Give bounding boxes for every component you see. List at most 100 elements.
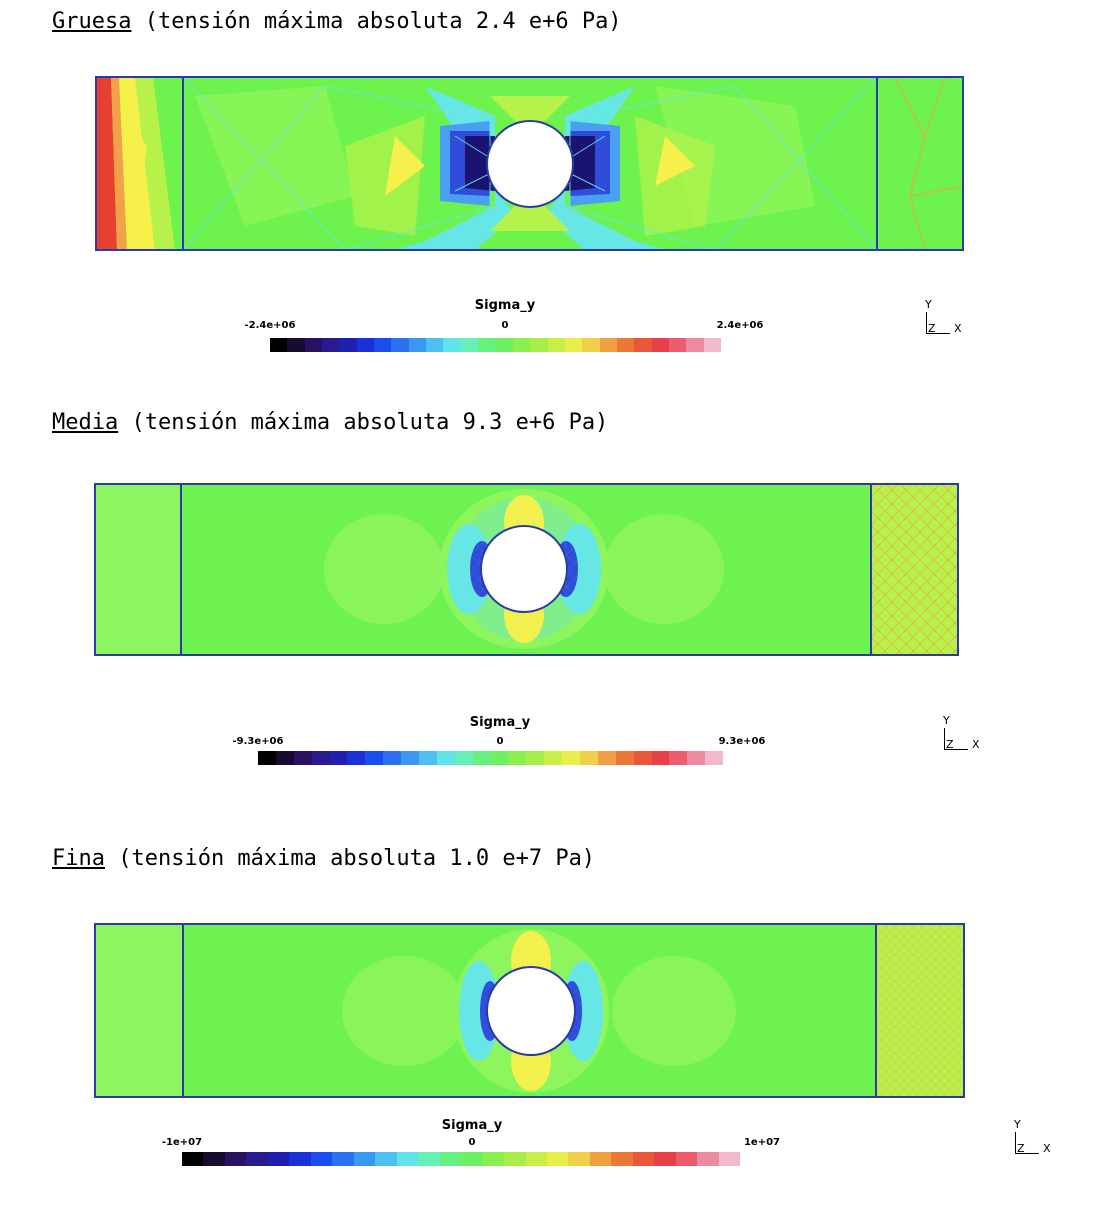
colorbar-swatch: [615, 751, 634, 765]
colorbar-swatch: [461, 1152, 483, 1166]
colorbar-swatch: [508, 751, 527, 765]
colorbar-swatch: [391, 338, 409, 352]
colorbar-swatch: [651, 751, 670, 765]
colorbar-swatch: [686, 338, 704, 352]
stress-plot-gruesa: [95, 76, 964, 251]
colorbar-swatch: [616, 338, 635, 352]
colorbar-swatch: [275, 751, 294, 765]
section-heading-fina: Fina (tensión máxima absoluta 1.0 e+7 Pa…: [52, 846, 595, 872]
colorbar-swatch: [356, 338, 375, 352]
colorbar-swatch: [512, 338, 531, 352]
colorbar-swatch: [419, 751, 437, 765]
left-edge-red: [96, 77, 117, 250]
colorbar-swatch: [634, 338, 652, 352]
colorbar-swatch: [568, 1152, 590, 1166]
axis-triad: Y Z X: [943, 714, 980, 751]
colorbar-swatch: [332, 1152, 354, 1166]
colorbar: [270, 338, 721, 352]
colorbar-swatch: [544, 751, 563, 765]
colorbar-title: Sigma_y: [474, 298, 536, 313]
colorbar-swatch: [383, 751, 402, 765]
colorbar-swatch: [287, 338, 305, 352]
colorbar-swatch: [293, 751, 312, 765]
darkest-left: [465, 136, 495, 191]
colorbar-swatch: [203, 1152, 225, 1166]
colorbar-swatch: [347, 751, 366, 765]
section-heading-media: Media (tensión máxima absoluta 9.3 e+6 P…: [52, 410, 608, 436]
colorbar-swatch: [224, 1152, 247, 1166]
colorbar-swatch: [597, 751, 616, 765]
heading-label: Gruesa: [52, 9, 132, 34]
colorbar-min: -2.4e+06: [244, 320, 296, 331]
heading-rest: (tensión máxima absoluta 9.3 e+6 Pa): [118, 410, 609, 435]
colorbar-swatch: [599, 338, 617, 352]
colorbar-swatch: [426, 338, 444, 352]
colorbar-swatch: [246, 1152, 268, 1166]
colorbar-max: 1e+07: [743, 1137, 781, 1148]
colorbar-swatch: [472, 751, 491, 765]
colorbar: [182, 1152, 741, 1166]
colorbar-swatch: [651, 338, 669, 352]
darkest-right: [565, 136, 595, 191]
colorbar-swatch: [633, 751, 652, 765]
colorbar-swatch: [632, 1152, 655, 1166]
colorbar-swatch: [495, 338, 513, 352]
colorbar-swatch: [365, 751, 384, 765]
colorbar-swatch: [267, 1152, 290, 1166]
colorbar-mid: 0: [501, 320, 509, 331]
colorbar-swatch: [530, 338, 548, 352]
colorbar-swatch: [718, 1152, 741, 1166]
colorbar-swatch: [408, 338, 427, 352]
colorbar-swatch: [703, 338, 721, 352]
colorbar-mid: 0: [496, 736, 504, 747]
colorbar-swatch: [339, 338, 357, 352]
stress-plot-fina: [94, 923, 965, 1098]
colorbar-swatch: [310, 1152, 333, 1166]
colorbar-swatch: [490, 751, 509, 765]
colorbar-swatch: [401, 751, 420, 765]
heading-label: Media: [52, 410, 119, 435]
axis-triad: Y Z X: [925, 298, 962, 335]
colorbar-swatch: [396, 1152, 419, 1166]
colorbar-swatch: [504, 1152, 526, 1166]
left-edge-orange: [111, 77, 127, 250]
colorbar-max: 2.4e+06: [716, 320, 764, 331]
colorbar-swatch: [526, 751, 545, 765]
hole: [486, 120, 574, 208]
section-heading-gruesa: Gruesa (tensión máxima absoluta 2.4 e+6 …: [52, 9, 622, 35]
colorbar-swatch: [564, 338, 583, 352]
colorbar-max: 9.3e+06: [718, 736, 766, 747]
colorbar-swatch: [687, 751, 706, 765]
colorbar-swatch: [439, 1152, 462, 1166]
heading-label: Fina: [52, 846, 105, 871]
colorbar-swatch: [705, 751, 724, 765]
colorbar-swatch: [418, 1152, 440, 1166]
colorbar-swatch: [675, 1152, 698, 1166]
colorbar-swatch: [582, 338, 600, 352]
heading-rest: (tensión máxima absoluta 2.4 e+6 Pa): [131, 9, 622, 34]
colorbar-mid: 0: [468, 1137, 476, 1148]
colorbar-swatch: [580, 751, 598, 765]
colorbar-swatch: [482, 1152, 505, 1166]
colorbar-swatch: [353, 1152, 376, 1166]
colorbar-min: -9.3e+06: [232, 736, 284, 747]
colorbar-swatch: [668, 338, 687, 352]
colorbar-swatch: [546, 1152, 569, 1166]
colorbar-swatch: [460, 338, 479, 352]
heading-rest: (tensión máxima absoluta 1.0 e+7 Pa): [104, 846, 596, 871]
colorbar-swatch: [525, 1152, 547, 1166]
colorbar-swatch: [562, 751, 581, 765]
axis-triad: Y Z X: [1014, 1118, 1051, 1155]
colorbar-swatch: [478, 338, 496, 352]
left-edge-yellowgreen: [135, 77, 175, 250]
colorbar-swatch: [375, 1152, 397, 1166]
colorbar-swatch: [589, 1152, 612, 1166]
colorbar-swatch: [322, 338, 340, 352]
colorbar-swatch: [697, 1152, 719, 1166]
colorbar-swatch: [669, 751, 688, 765]
colorbar-swatch: [311, 751, 330, 765]
colorbar-swatch: [654, 1152, 676, 1166]
colorbar-swatch: [182, 1152, 204, 1166]
hole: [480, 525, 568, 613]
colorbar-swatch: [454, 751, 473, 765]
